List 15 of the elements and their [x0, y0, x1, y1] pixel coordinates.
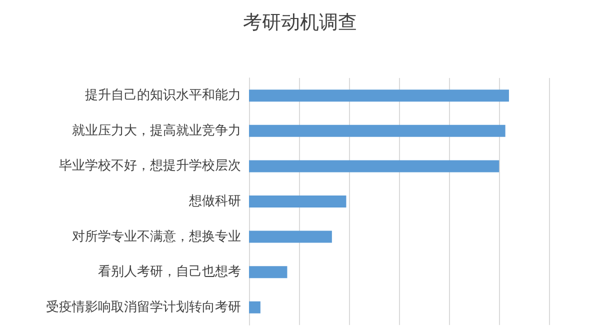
chart-title: 考研动机调查: [243, 12, 357, 34]
bar: [249, 266, 288, 278]
y-tick-label: 对所学专业不满意，想换专业: [72, 229, 241, 244]
bar: [249, 196, 346, 208]
bar: [249, 301, 260, 314]
y-tick-label: 就业压力大，提高就业竞争力: [72, 122, 241, 138]
y-tick-label: 想做科研: [188, 194, 241, 209]
y-tick-label: 提升自己的知识水平和能力: [85, 88, 241, 104]
y-tick-label: 毕业学校不好，想提升学校层次: [59, 158, 241, 174]
bar: [249, 124, 506, 137]
y-tick-label: 看别人考研，自己也想考: [98, 264, 241, 280]
bar: [249, 90, 509, 102]
bar: [249, 160, 500, 172]
bar: [249, 230, 332, 243]
y-tick-label: 受疫情影响取消留学计划转向考研: [46, 300, 241, 315]
